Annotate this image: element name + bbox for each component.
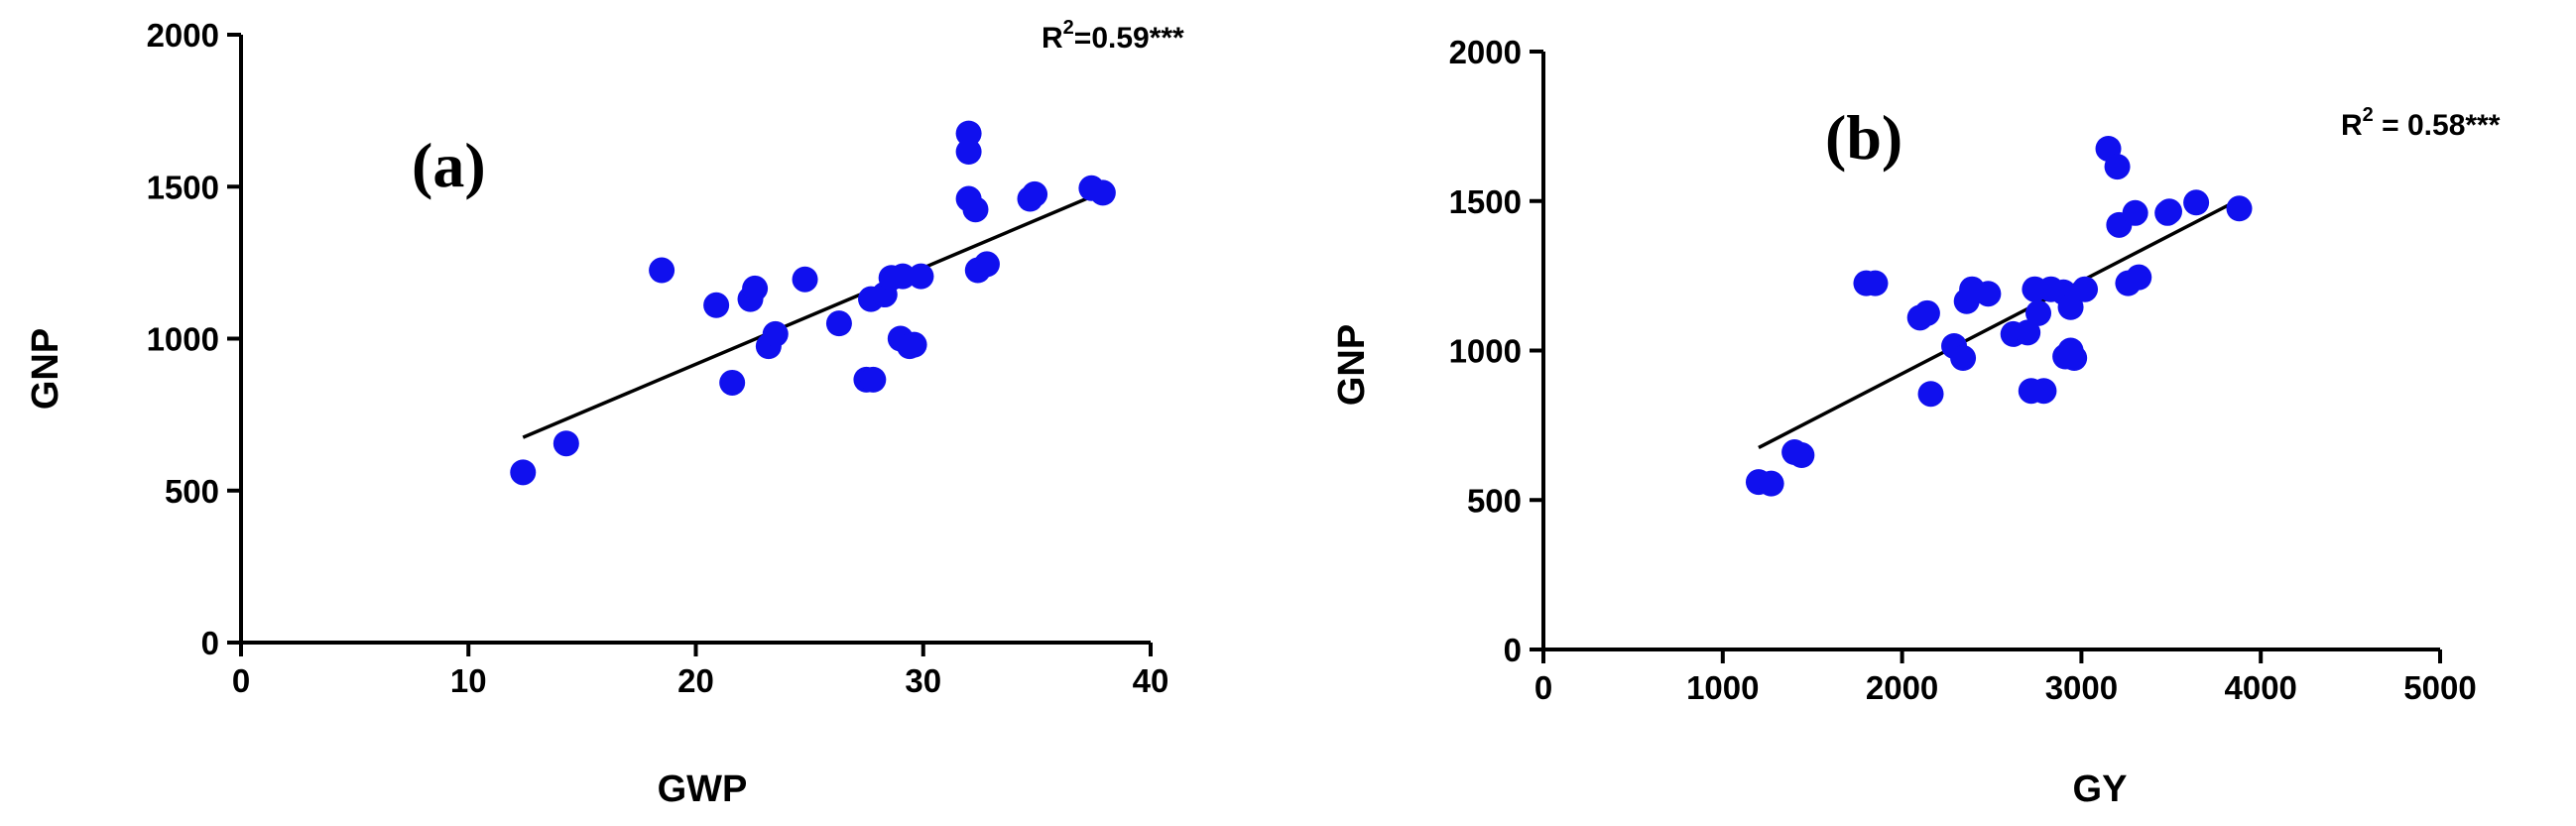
panel-a-data-point: [649, 257, 675, 284]
panel-a-data-point: [860, 366, 887, 393]
panel-a-y-tick-label: 1000: [147, 321, 219, 358]
panel-b-y-tick-label: 500: [1467, 482, 1522, 519]
panel-b-trendline: [1758, 197, 2241, 450]
panel-b-y-axis-title: GNP: [1331, 324, 1373, 406]
panel-a-x-tick-label: 20: [677, 662, 714, 699]
panel-a-data-point: [908, 263, 934, 290]
panel-a-label: (a): [412, 130, 486, 200]
panel-b-y-tick-label: 2000: [1449, 34, 1522, 70]
panel-b-scatter: (b) R2 = 0.58*** GY GNP 0 500 1000 1500 2000…: [1331, 34, 2501, 810]
panel-a-data-point: [962, 196, 989, 223]
panel-a-data-point: [825, 310, 852, 337]
panel-b-x-axis-title: GY: [2073, 768, 2128, 810]
panel-b-y-tick-label: 1000: [1449, 333, 1522, 370]
panel-b-y-tick-label: 1500: [1449, 183, 1522, 220]
panel-b-data-point: [1913, 299, 1940, 326]
panel-a-data-point: [901, 331, 927, 358]
panel-b-x-tick-label: 5000: [2403, 669, 2476, 706]
panel-b-data-point: [2061, 345, 2088, 372]
panel-a-x-tick-label: 0: [232, 662, 250, 699]
panel-a-r2-annotation: R2=0.59***: [1042, 17, 1184, 55]
panel-b-data-point: [2057, 294, 2084, 320]
panel-b-data-point: [1758, 470, 1784, 497]
panel-a-y-tick-label: 500: [165, 473, 219, 510]
panel-a-data-point: [1022, 180, 1048, 207]
panel-b-data-point: [1917, 381, 1944, 408]
panel-b-data-point: [1788, 442, 1815, 469]
panel-b-data-point: [2015, 319, 2041, 346]
panel-b-x-tick-label: 3000: [2045, 669, 2118, 706]
panel-a-data-point: [955, 139, 982, 166]
panel-a-data-point: [552, 430, 579, 457]
panel-b-data-point: [2072, 276, 2099, 302]
panel-b-x-tick-label: 4000: [2224, 669, 2296, 706]
panel-a-x-tick-label: 30: [905, 662, 941, 699]
panel-b-data-point: [1862, 270, 1889, 296]
panel-b-data-point: [1975, 281, 2002, 307]
panel-a-data-point: [1089, 179, 1116, 206]
panel-a-data-point: [510, 459, 537, 486]
panel-b-data-point: [2025, 299, 2052, 326]
panel-a-x-axis-title: GWP: [658, 768, 748, 810]
panel-b-x-tick-label: 0: [1534, 669, 1552, 706]
panel-b-data-point: [2155, 198, 2182, 225]
panel-a-data-point: [955, 120, 982, 147]
panel-a-y-tick-label: 0: [201, 625, 219, 661]
panel-b-x-tick-label: 2000: [1866, 669, 1938, 706]
panel-a-trendline: [522, 190, 1102, 439]
panel-b-data-point: [2104, 154, 2131, 180]
panel-b-data-point: [2226, 195, 2253, 222]
panel-b-data-point: [2126, 264, 2152, 291]
panel-a-data-point: [792, 266, 818, 293]
panel-b-x-tick-label: 1000: [1686, 669, 1759, 706]
panel-b-r2-annotation: R2 = 0.58***: [2341, 104, 2501, 142]
panel-b-label: (b): [1825, 102, 1902, 173]
panel-b-y-tick-label: 0: [1504, 632, 1522, 668]
panel-a-y-tick-label: 2000: [147, 17, 219, 54]
panel-a-scatter: (a) R2=0.59*** GWP GNP 0 500 1000 1500 2000 0…: [25, 17, 1184, 810]
panel-a-y-tick-label: 1500: [147, 169, 219, 205]
panel-a-data-point: [719, 369, 746, 396]
panel-b-data-point: [2183, 189, 2210, 216]
panel-a-data-point: [742, 275, 769, 301]
panel-a-data-point: [703, 292, 730, 318]
panel-a-x-tick-label: 10: [450, 662, 487, 699]
panel-a-y-axis-title: GNP: [25, 328, 66, 410]
panel-a-x-tick-label: 40: [1133, 662, 1169, 699]
panel-b-data-point: [2122, 199, 2148, 226]
panel-a-data-point: [890, 263, 917, 290]
panel-a-data-point: [973, 251, 1000, 278]
panel-b-data-point: [2030, 378, 2057, 405]
panel-a-data-point: [762, 320, 789, 347]
panel-b-data-point: [1950, 345, 1977, 372]
